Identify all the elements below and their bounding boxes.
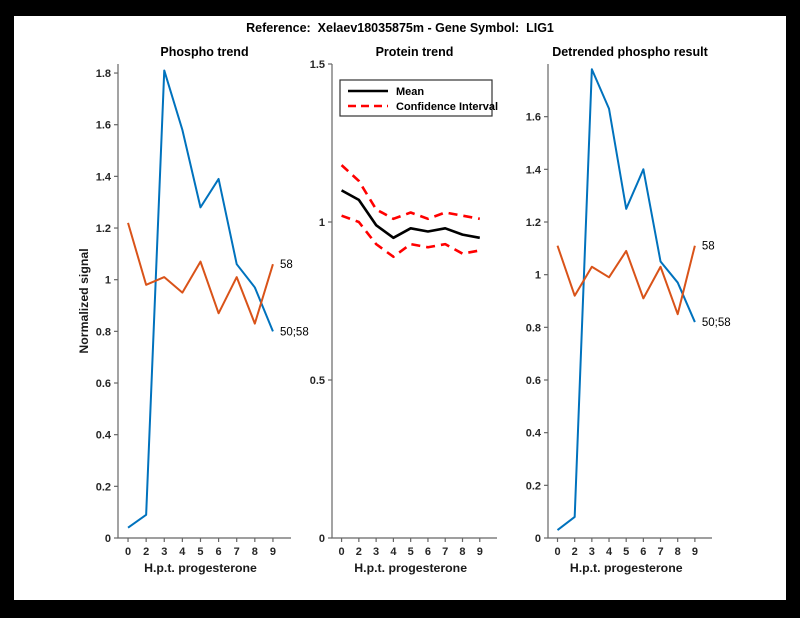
y-tick-label: 1.5	[310, 59, 325, 71]
legend-label: Mean	[396, 86, 424, 98]
x-tick-label: 0	[125, 546, 131, 558]
series-line-detrended-site-50-58	[556, 68, 696, 531]
x-tick-label: 6	[640, 546, 646, 558]
x-tick-label: 3	[589, 546, 595, 558]
y-tick-label: 1.6	[526, 112, 541, 124]
series-end-label: 58	[280, 259, 293, 271]
series-line-phospho-site-58	[127, 222, 274, 325]
series-end-label: 50;58	[702, 317, 731, 329]
y-tick-label: 1.2	[526, 217, 541, 229]
figure-canvas: Reference: Xelaev18035875m - Gene Symbol…	[14, 16, 786, 600]
series-line-ci-lower	[341, 214, 481, 259]
x-axis-label: H.p.t. progesterone	[570, 561, 683, 575]
x-tick-label: 9	[692, 546, 698, 558]
series-end-label: 58	[702, 241, 715, 253]
x-tick-label: 6	[425, 546, 431, 558]
x-tick-label: 3	[373, 546, 379, 558]
series-line-protein-mean	[340, 189, 481, 240]
y-tick-label: 0.4	[96, 430, 112, 442]
subplot-title: Protein trend	[376, 45, 454, 59]
x-tick-label: 4	[606, 546, 613, 558]
series-line-detrended-site-58	[556, 245, 696, 316]
axis-line	[331, 64, 497, 539]
y-tick-label: 0.8	[96, 326, 111, 338]
x-tick-label: 7	[657, 546, 663, 558]
y-tick-label: 1	[535, 270, 541, 282]
legend-box	[339, 79, 493, 117]
y-tick-label: 0.5	[310, 375, 325, 387]
x-axis-label: H.p.t. progesterone	[354, 561, 467, 575]
y-axis-label: Normalized signal	[77, 248, 91, 353]
series-line-ci-upper	[340, 164, 481, 221]
y-tick-label: 0.2	[96, 481, 111, 493]
x-tick-label: 4	[179, 546, 186, 558]
y-tick-label: 1.4	[96, 171, 112, 183]
y-tick-label: 0	[319, 533, 325, 545]
y-tick-label: 0.2	[526, 480, 541, 492]
x-tick-label: 7	[442, 546, 448, 558]
series-end-label: 50;58	[280, 326, 309, 338]
y-tick-label: 0.6	[96, 378, 111, 390]
x-tick-label: 9	[270, 546, 276, 558]
y-tick-label: 0	[105, 533, 111, 545]
y-tick-label: 1.2	[96, 223, 111, 235]
y-tick-label: 1.4	[526, 164, 542, 176]
plots-svg: 00.20.40.60.811.21.41.61.80 2 3 4 5 6 7 8 9Phosp…	[77, 45, 731, 575]
y-tick-label: 0.8	[526, 322, 541, 334]
x-tick-label: 3	[161, 546, 167, 558]
x-tick-label: 5	[197, 546, 203, 558]
y-tick-label: 1.6	[96, 120, 111, 132]
y-tick-label: 1	[105, 275, 111, 287]
x-tick-label: 6	[216, 546, 222, 558]
axis-line	[547, 64, 712, 539]
x-tick-label: 8	[459, 546, 465, 558]
x-tick-label: 2	[356, 546, 362, 558]
y-tick-label: 1.8	[96, 68, 111, 80]
subplot-title: Phospho trend	[160, 45, 248, 59]
x-axis-label: H.p.t. progesterone	[144, 561, 257, 575]
x-tick-label: 5	[623, 546, 629, 558]
x-tick-label: 8	[252, 546, 258, 558]
legend-label: Confidence Interval	[396, 101, 498, 113]
figure-title: Reference: Xelaev18035875m - Gene Symbol…	[246, 21, 554, 35]
x-tick-label: 0	[554, 546, 560, 558]
x-tick-label: 2	[143, 546, 149, 558]
x-tick-label: 0	[339, 546, 345, 558]
y-tick-label: 0.6	[526, 375, 541, 387]
x-tick-label: 2	[572, 546, 578, 558]
x-tick-label: 4	[390, 546, 397, 558]
y-tick-label: 0	[535, 533, 541, 545]
series-line-phospho-site-50-58	[127, 69, 274, 529]
x-tick-label: 8	[675, 546, 681, 558]
axis-line	[117, 64, 291, 539]
x-tick-label: 5	[408, 546, 414, 558]
x-tick-label: 9	[477, 546, 483, 558]
subplot-title: Detrended phospho result	[552, 45, 708, 59]
y-tick-label: 0.4	[526, 428, 542, 440]
y-tick-label: 1	[319, 217, 325, 229]
x-tick-label: 7	[234, 546, 240, 558]
